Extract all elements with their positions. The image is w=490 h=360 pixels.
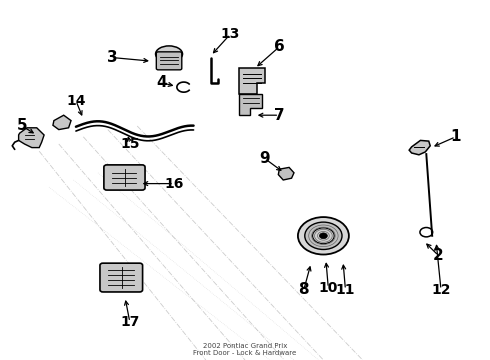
Text: 15: 15 <box>120 137 140 151</box>
Text: 1: 1 <box>450 129 461 144</box>
Polygon shape <box>278 167 294 180</box>
Text: 16: 16 <box>164 177 184 190</box>
Text: 10: 10 <box>318 281 338 295</box>
Text: 6: 6 <box>274 39 285 54</box>
Text: 4: 4 <box>156 75 167 90</box>
Polygon shape <box>239 68 265 94</box>
Text: 2: 2 <box>433 248 444 263</box>
Polygon shape <box>53 115 71 130</box>
Text: 11: 11 <box>336 283 355 297</box>
Polygon shape <box>239 94 262 115</box>
Circle shape <box>313 228 334 244</box>
Polygon shape <box>409 140 430 155</box>
Text: 17: 17 <box>120 315 140 329</box>
Circle shape <box>298 217 349 255</box>
FancyBboxPatch shape <box>104 165 145 190</box>
Text: 7: 7 <box>274 108 285 123</box>
Text: 8: 8 <box>298 282 309 297</box>
Text: 13: 13 <box>220 27 240 41</box>
Polygon shape <box>19 128 44 148</box>
Circle shape <box>319 233 327 239</box>
Text: 3: 3 <box>107 50 118 65</box>
Text: 2002 Pontiac Grand Prix
Front Door - Lock & Hardware: 2002 Pontiac Grand Prix Front Door - Loc… <box>194 343 296 356</box>
Text: 14: 14 <box>66 94 86 108</box>
Text: 12: 12 <box>431 283 451 297</box>
Ellipse shape <box>156 46 182 62</box>
Text: 9: 9 <box>259 151 270 166</box>
FancyBboxPatch shape <box>100 263 143 292</box>
FancyBboxPatch shape <box>156 52 182 70</box>
Text: 5: 5 <box>17 118 27 134</box>
Circle shape <box>305 222 342 249</box>
